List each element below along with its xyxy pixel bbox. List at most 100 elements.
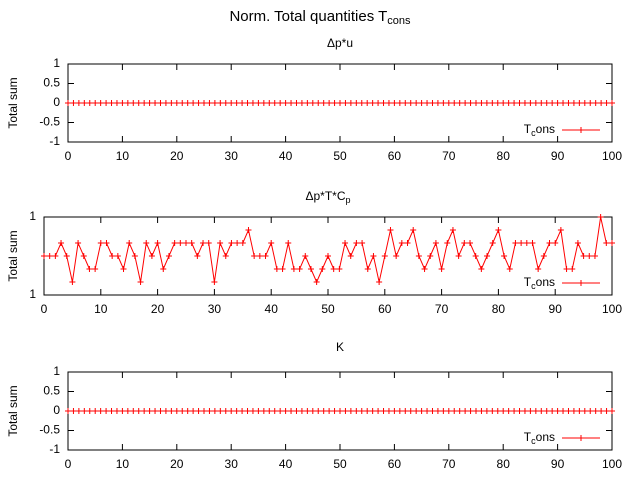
point-marker bbox=[609, 408, 615, 414]
point-marker bbox=[173, 408, 180, 414]
point-marker bbox=[309, 408, 316, 414]
point-marker bbox=[69, 279, 76, 285]
point-marker bbox=[603, 408, 610, 414]
y-axis-label: Total sum bbox=[6, 230, 20, 281]
point-marker bbox=[489, 408, 496, 414]
point-marker bbox=[467, 100, 474, 106]
figure-title: Norm. Total quantities Tcons bbox=[229, 8, 411, 27]
x-tick-label: 20 bbox=[170, 457, 184, 471]
point-marker bbox=[347, 100, 354, 106]
point-marker bbox=[342, 408, 349, 414]
point-marker bbox=[359, 240, 366, 246]
legend-marker bbox=[578, 280, 584, 286]
point-marker bbox=[398, 240, 405, 246]
point-marker bbox=[331, 408, 338, 414]
point-marker bbox=[445, 100, 452, 106]
point-marker bbox=[92, 100, 99, 106]
point-marker bbox=[195, 408, 202, 414]
point-marker bbox=[347, 253, 354, 259]
point-marker bbox=[222, 253, 229, 259]
x-tick-label: 50 bbox=[333, 457, 347, 471]
point-marker bbox=[120, 266, 127, 272]
point-marker bbox=[282, 408, 289, 414]
point-marker bbox=[538, 408, 545, 414]
point-marker bbox=[302, 253, 309, 259]
point-marker bbox=[552, 240, 559, 246]
point-marker bbox=[228, 100, 235, 106]
point-marker bbox=[313, 279, 320, 285]
point-marker bbox=[81, 408, 88, 414]
point-marker bbox=[505, 100, 512, 106]
point-marker bbox=[396, 100, 403, 106]
point-marker bbox=[331, 100, 338, 106]
point-marker bbox=[293, 100, 300, 106]
point-marker bbox=[165, 253, 172, 259]
point-marker bbox=[380, 408, 387, 414]
point-marker bbox=[407, 100, 414, 106]
point-marker bbox=[266, 100, 273, 106]
point-marker bbox=[586, 253, 593, 259]
point-marker bbox=[557, 227, 564, 233]
x-tick-label: 10 bbox=[94, 302, 108, 316]
point-marker bbox=[239, 408, 246, 414]
point-marker bbox=[52, 253, 59, 259]
x-tick-label: 10 bbox=[116, 149, 130, 163]
point-marker bbox=[494, 100, 501, 106]
point-marker bbox=[523, 240, 530, 246]
legend-marker bbox=[578, 435, 584, 441]
point-marker bbox=[369, 408, 376, 414]
point-marker bbox=[114, 253, 121, 259]
point-marker bbox=[80, 253, 87, 259]
point-marker bbox=[560, 408, 567, 414]
point-marker bbox=[273, 266, 280, 272]
point-marker bbox=[570, 408, 577, 414]
legend-name-rest: ons bbox=[536, 122, 555, 136]
point-marker bbox=[432, 240, 439, 246]
point-marker bbox=[413, 100, 420, 106]
point-marker bbox=[560, 100, 567, 106]
point-marker bbox=[511, 100, 518, 106]
point-marker bbox=[173, 100, 180, 106]
x-tick-label: 90 bbox=[551, 149, 565, 163]
point-marker bbox=[320, 100, 327, 106]
point-marker bbox=[402, 408, 409, 414]
point-marker bbox=[393, 253, 400, 259]
point-marker bbox=[234, 240, 241, 246]
point-marker bbox=[184, 408, 191, 414]
point-marker bbox=[211, 408, 218, 414]
point-marker bbox=[451, 100, 458, 106]
x-tick-label: 100 bbox=[602, 457, 622, 471]
point-marker bbox=[113, 408, 120, 414]
point-marker bbox=[41, 253, 47, 259]
point-marker bbox=[266, 408, 273, 414]
point-marker bbox=[143, 240, 150, 246]
point-marker bbox=[478, 100, 485, 106]
point-marker bbox=[598, 408, 605, 414]
point-marker bbox=[581, 100, 588, 106]
point-marker bbox=[179, 100, 186, 106]
point-marker bbox=[86, 408, 93, 414]
point-marker bbox=[387, 227, 394, 233]
y-tick-label: 1 bbox=[29, 287, 36, 301]
point-marker bbox=[603, 100, 610, 106]
point-marker bbox=[282, 100, 289, 106]
point-marker bbox=[304, 100, 311, 106]
point-marker bbox=[543, 408, 550, 414]
point-marker bbox=[549, 408, 556, 414]
point-marker bbox=[124, 408, 131, 414]
point-marker bbox=[540, 253, 547, 259]
point-marker bbox=[570, 100, 577, 106]
point-marker bbox=[527, 100, 534, 106]
y-tick-label: -0.5 bbox=[39, 423, 60, 437]
point-marker bbox=[330, 266, 337, 272]
x-tick-label: 60 bbox=[388, 149, 402, 163]
point-marker bbox=[190, 100, 197, 106]
title-main: Δp*u bbox=[327, 36, 353, 50]
point-marker bbox=[609, 100, 615, 106]
point-marker bbox=[342, 240, 349, 246]
point-marker bbox=[535, 266, 542, 272]
point-marker bbox=[521, 100, 528, 106]
point-marker bbox=[244, 408, 251, 414]
